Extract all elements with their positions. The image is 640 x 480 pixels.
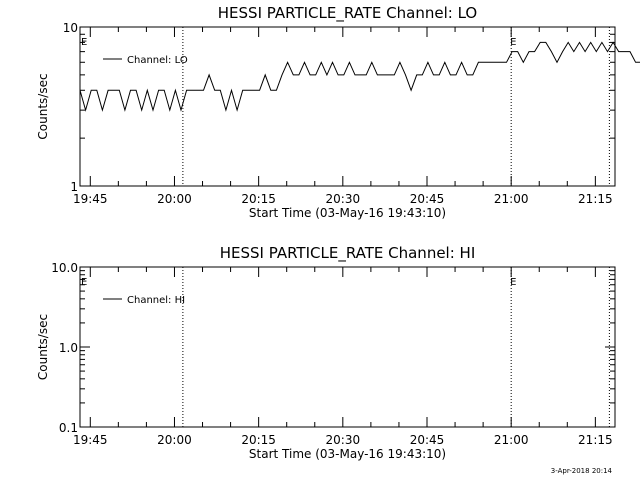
y-axis-label: Counts/sec [36, 314, 50, 380]
event-marker-label: E [510, 277, 516, 288]
footer-stamp: 3-Apr-2018 20:14 [551, 467, 613, 475]
x-tick-label: 19:45 [73, 433, 108, 447]
x-tick-label: 21:15 [578, 192, 613, 206]
event-marker-label: E [510, 37, 516, 48]
x-tick-label: 20:45 [410, 192, 445, 206]
x-tick-label: 20:30 [326, 192, 361, 206]
x-tick-label: 20:15 [241, 433, 276, 447]
y-tick-label: 1.0 [59, 341, 78, 355]
x-tick-label: 20:30 [326, 433, 361, 447]
x-axis-label: Start Time (03-May-16 19:43:10) [249, 206, 446, 220]
hi-channel-panel: HESSI PARTICLE_RATE Channel: HI 19:45 20:0… [36, 244, 616, 461]
event-marker-label: E [81, 37, 87, 48]
chart-title: HESSI PARTICLE_RATE Channel: HI [220, 244, 476, 263]
y-tick-label: 1 [70, 180, 78, 194]
x-axis-label: Start Time (03-May-16 19:43:10) [249, 447, 446, 461]
legend-label: Channel: LO [127, 55, 188, 66]
y-tick-label: 10.0 [51, 261, 78, 275]
event-marker-label: E [81, 277, 87, 288]
x-tick-label: 21:00 [494, 192, 529, 206]
legend-label: Channel: HI [127, 295, 185, 306]
series-line-lo [79, 41, 640, 112]
x-tick-label: 20:00 [157, 433, 192, 447]
x-tick-label: 20:15 [241, 192, 276, 206]
x-tick-label: 20:00 [157, 192, 192, 206]
plot-frame [79, 26, 616, 187]
x-tick-label: 21:15 [578, 433, 613, 447]
y-tick-label: 10 [63, 21, 78, 35]
plot-frame [79, 266, 616, 428]
y-axis-label: Counts/sec [36, 73, 50, 139]
x-tick-label: 19:45 [73, 192, 108, 206]
y-tick-label: 0.1 [59, 421, 78, 435]
chart-title: HESSI PARTICLE_RATE Channel: LO [218, 4, 477, 23]
x-tick-label: 21:00 [494, 433, 529, 447]
x-tick-label: 20:45 [410, 433, 445, 447]
lo-channel-panel: HESSI PARTICLE_RATE Channel: LO 19:45 20:0… [36, 4, 640, 220]
